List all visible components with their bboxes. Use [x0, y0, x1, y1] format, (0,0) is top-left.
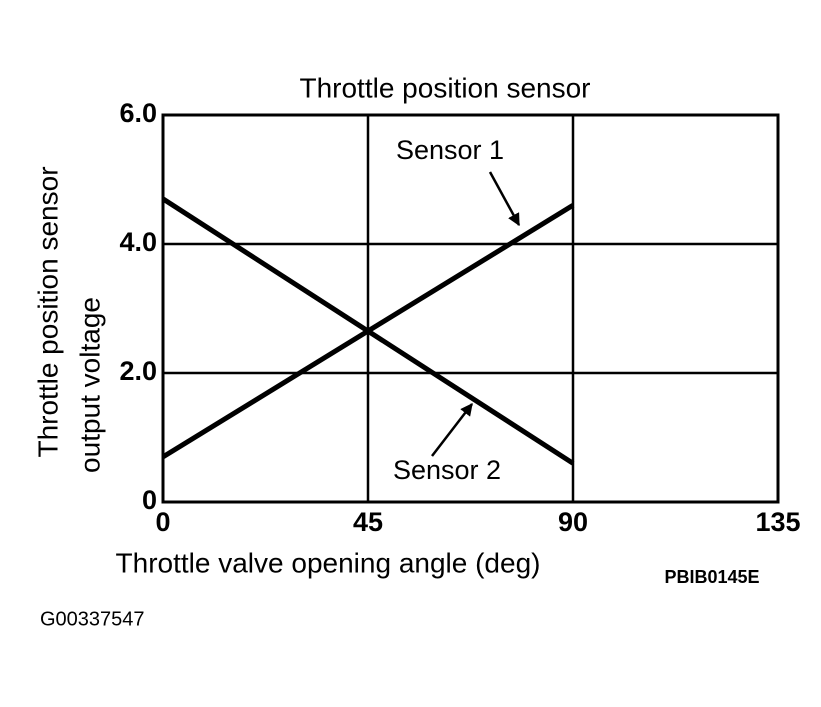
plot-frame: [161, 113, 780, 504]
annotation-arrow: [431, 403, 473, 457]
y-axis-label: Throttle position sensor: [32, 166, 63, 457]
figure-id: G00337547: [40, 608, 145, 630]
annotation-arrow: [488, 171, 521, 227]
x-tick-label: 45: [353, 507, 383, 537]
x-tick-label: 0: [155, 507, 170, 537]
legend-label: Sensor 2: [393, 455, 501, 485]
y-tick-label: 6.0: [119, 98, 157, 128]
figure-code: PBIB0145E: [664, 567, 759, 587]
x-tick-label: 135: [755, 507, 800, 537]
x-tick-label: 90: [558, 507, 588, 537]
y-tick-label: 4.0: [119, 227, 157, 257]
y-tick-label: 2.0: [119, 356, 157, 386]
chart-title: Throttle position sensor: [299, 72, 590, 103]
x-axis-label: Throttle valve opening angle (deg): [116, 547, 541, 578]
y-tick-label: 0: [142, 485, 157, 515]
legend-label: Sensor 1: [396, 135, 504, 165]
y-axis-label: output voltage: [74, 297, 105, 473]
series-line: [161, 196, 575, 466]
